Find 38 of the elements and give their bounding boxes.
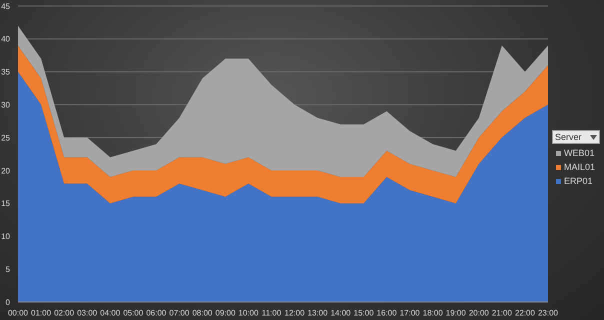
x-tick-label: 23:00	[538, 308, 559, 318]
x-tick-label: 03:00	[77, 308, 98, 318]
y-tick-label: 10	[1, 232, 11, 242]
legend-title: Server	[555, 132, 583, 142]
x-tick-label: 09:00	[215, 308, 236, 318]
y-tick-label: 40	[1, 34, 11, 44]
legend-label: WEB01	[564, 148, 595, 158]
x-tick-label: 04:00	[100, 308, 121, 318]
x-tick-label: 11:00	[262, 308, 282, 318]
x-tick-label: 08:00	[192, 308, 213, 318]
x-tick-label: 15:00	[354, 308, 374, 318]
x-tick-label: 13:00	[308, 308, 328, 318]
y-tick-label: 30	[1, 100, 11, 110]
y-tick-label: 35	[1, 68, 11, 77]
x-tick-label: 17:00	[400, 308, 420, 318]
x-tick-label: 07:00	[169, 308, 190, 318]
x-tick-label: 10:00	[238, 308, 259, 318]
legend-label: MAIL01	[564, 162, 596, 172]
x-tick-label: 02:00	[54, 308, 75, 318]
y-tick-label: 20	[1, 166, 11, 176]
x-tick-label: 21:00	[492, 308, 512, 318]
legend-label: ERP01	[564, 176, 593, 186]
x-tick-label: 14:00	[330, 308, 352, 318]
y-tick-label: 0	[6, 298, 11, 307]
x-tick-label: 12:00	[284, 308, 306, 318]
y-tick-label: 25	[1, 133, 11, 142]
x-tick-label: 20:00	[468, 308, 490, 318]
y-tick-label: 45	[1, 2, 11, 11]
x-tick-label: 22:00	[514, 308, 536, 318]
x-tick-label: 19:00	[446, 308, 466, 318]
x-tick-label: 18:00	[422, 308, 444, 318]
y-tick-label: 5	[6, 264, 11, 274]
x-tick-label: 00:00	[8, 308, 29, 318]
x-tick-label: 05:00	[123, 308, 144, 318]
x-tick-label: 01:00	[31, 308, 52, 318]
x-tick-label: 06:00	[146, 308, 167, 318]
y-tick-label: 15	[1, 199, 11, 208]
x-tick-label: 16:00	[376, 308, 398, 318]
